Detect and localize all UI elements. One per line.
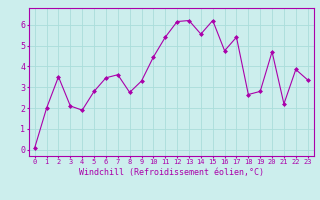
X-axis label: Windchill (Refroidissement éolien,°C): Windchill (Refroidissement éolien,°C) <box>79 168 264 177</box>
